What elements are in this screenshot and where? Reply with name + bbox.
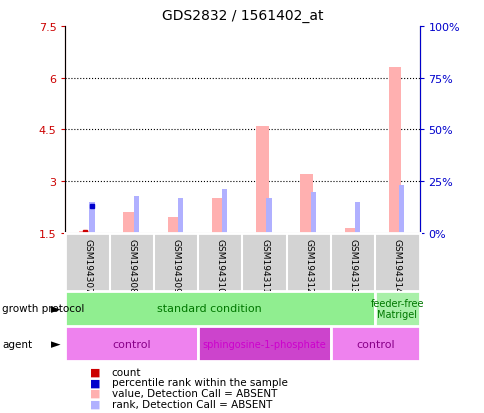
Bar	[266, 198, 271, 233]
Text: ■: ■	[90, 377, 100, 387]
Bar	[167, 218, 180, 233]
Text: GSM194314: GSM194314	[392, 238, 401, 292]
Bar	[79, 232, 91, 233]
Text: standard condition: standard condition	[157, 304, 261, 314]
Text: ■: ■	[90, 367, 100, 377]
Text: ►: ►	[51, 337, 60, 350]
Text: value, Detection Call = ABSENT: value, Detection Call = ABSENT	[111, 388, 276, 398]
Text: GSM194311: GSM194311	[259, 238, 269, 293]
Bar	[300, 175, 312, 233]
Text: ►: ►	[51, 302, 60, 315]
Bar	[198, 326, 330, 361]
Bar	[310, 192, 315, 233]
Bar	[65, 291, 375, 326]
Text: GSM194307: GSM194307	[83, 238, 92, 293]
Bar	[89, 202, 94, 233]
Bar	[123, 213, 136, 233]
Text: growth protocol: growth protocol	[2, 304, 85, 314]
Text: GSM194308: GSM194308	[127, 238, 136, 293]
Text: GSM194313: GSM194313	[348, 238, 357, 293]
Bar	[178, 198, 183, 233]
Text: percentile rank within the sample: percentile rank within the sample	[111, 377, 287, 387]
Title: GDS2832 / 1561402_at: GDS2832 / 1561402_at	[162, 9, 322, 23]
Bar	[330, 326, 419, 361]
Text: agent: agent	[2, 339, 32, 349]
Bar	[212, 199, 224, 233]
Bar	[256, 127, 268, 233]
Text: control: control	[355, 339, 394, 349]
Text: ■: ■	[90, 388, 100, 398]
Text: GSM194310: GSM194310	[215, 238, 225, 293]
Bar	[134, 196, 138, 233]
Text: control: control	[112, 339, 151, 349]
Bar	[222, 190, 227, 233]
Bar	[354, 202, 360, 233]
Text: GSM194309: GSM194309	[171, 238, 180, 293]
Bar	[344, 228, 356, 233]
Text: GSM194312: GSM194312	[304, 238, 313, 292]
Bar	[65, 326, 198, 361]
Text: count: count	[111, 367, 141, 377]
Bar	[375, 291, 419, 326]
Text: sphingosine-1-phosphate: sphingosine-1-phosphate	[202, 339, 326, 349]
Text: ■: ■	[90, 399, 100, 409]
Text: feeder-free
Matrigel: feeder-free Matrigel	[370, 298, 424, 320]
Bar	[388, 68, 401, 233]
Bar	[398, 186, 404, 233]
Text: rank, Detection Call = ABSENT: rank, Detection Call = ABSENT	[111, 399, 272, 409]
